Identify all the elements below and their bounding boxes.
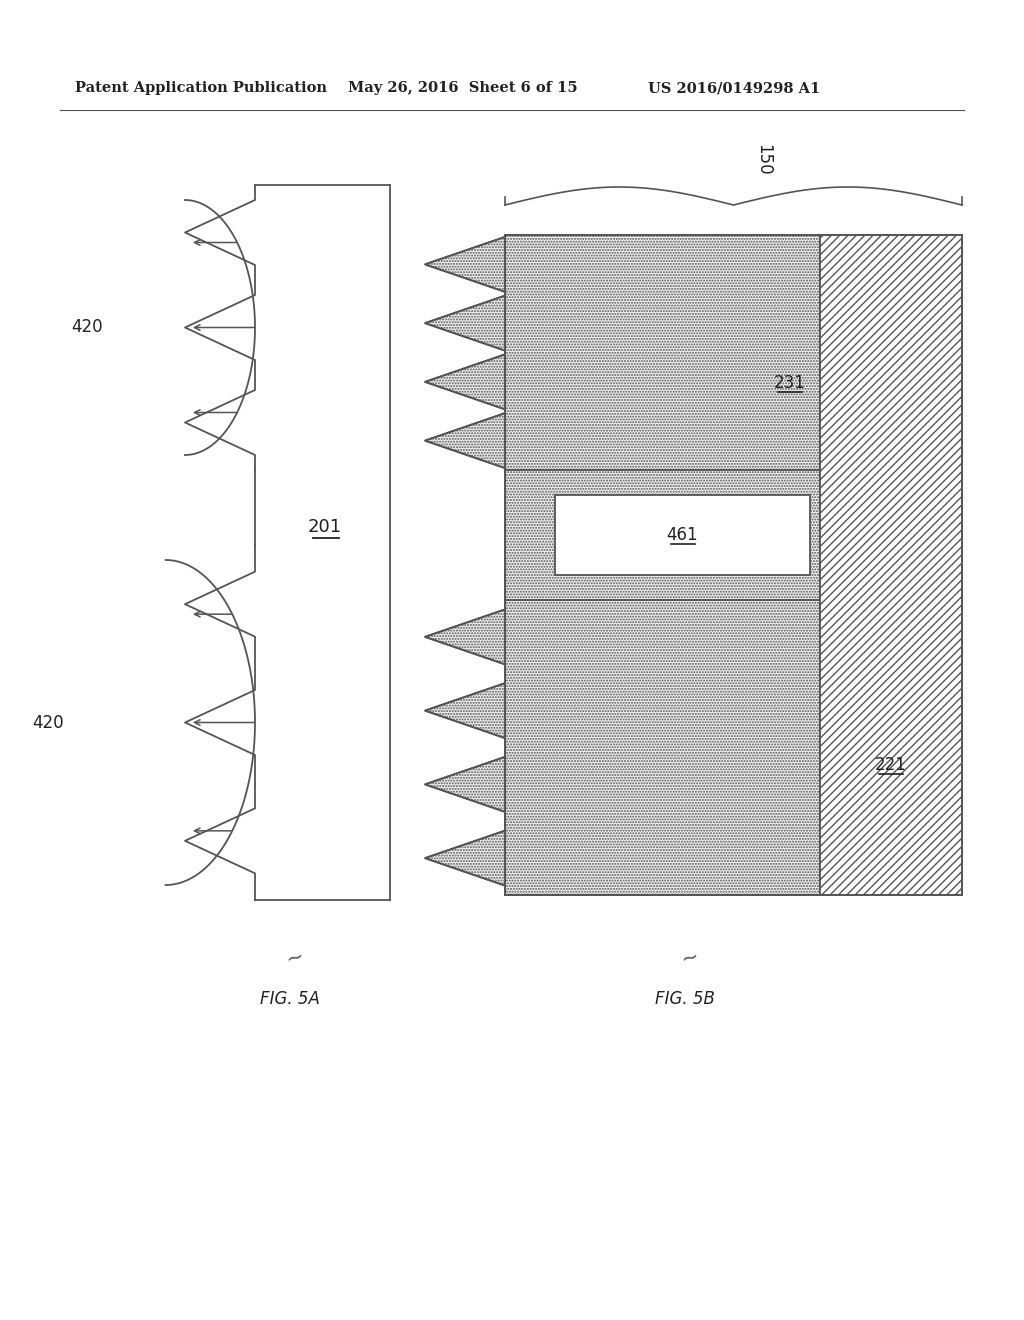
Text: 221: 221: [876, 756, 907, 774]
Text: FIG. 5B: FIG. 5B: [655, 990, 715, 1008]
Text: May 26, 2016  Sheet 6 of 15: May 26, 2016 Sheet 6 of 15: [348, 81, 578, 95]
Polygon shape: [425, 235, 820, 470]
Text: Patent Application Publication: Patent Application Publication: [75, 81, 327, 95]
Text: 150: 150: [755, 144, 772, 176]
Bar: [505, 470, 820, 601]
Bar: [505, 235, 962, 895]
Text: ~: ~: [284, 945, 306, 969]
Polygon shape: [425, 601, 820, 895]
Text: 420: 420: [71, 318, 102, 337]
Text: FIG. 5A: FIG. 5A: [260, 990, 319, 1008]
Text: US 2016/0149298 A1: US 2016/0149298 A1: [648, 81, 820, 95]
Bar: [820, 235, 962, 895]
Text: 201: 201: [308, 519, 342, 536]
Text: ~: ~: [679, 945, 701, 969]
Text: 420: 420: [33, 714, 65, 731]
Text: 461: 461: [667, 525, 698, 544]
Bar: [555, 495, 810, 576]
Text: 231: 231: [774, 374, 806, 392]
